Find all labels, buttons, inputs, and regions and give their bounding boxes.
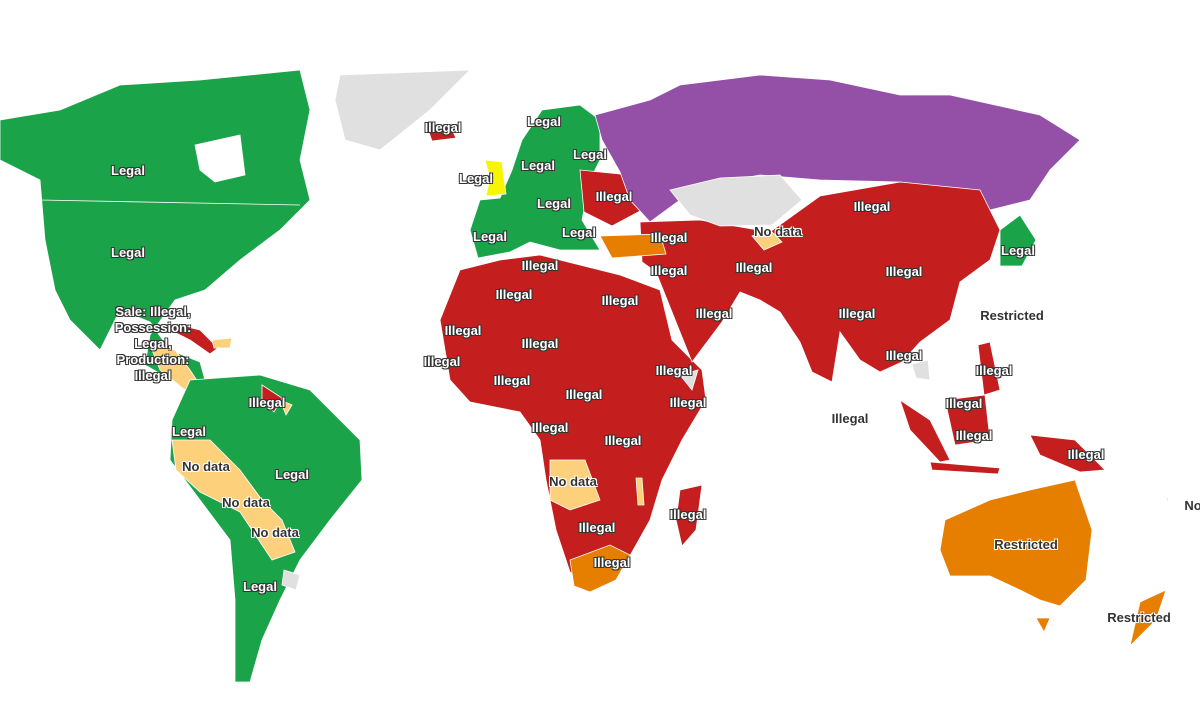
region-label: Sale: Illegal, Possession: Legal, Produc…	[114, 304, 192, 383]
region-label: Illegal	[955, 428, 993, 443]
region-malawi[interactable]	[635, 477, 645, 506]
region-label: Restricted	[980, 308, 1044, 323]
region-europe[interactable]	[469, 104, 601, 259]
region-label: Legal	[172, 424, 206, 439]
region-label: Illegal	[578, 520, 616, 535]
region-label: Illegal	[424, 120, 462, 135]
region-label: Restricted	[1107, 610, 1171, 625]
region-label: Illegal	[521, 258, 559, 273]
region-label: No data	[222, 495, 270, 510]
region-label: Illegal	[521, 336, 559, 351]
region-label: Legal	[537, 196, 571, 211]
region-peru-bolivia[interactable]	[171, 439, 296, 561]
region-label: Illegal	[593, 555, 631, 570]
region-label: Illegal	[565, 387, 603, 402]
region-new-guinea[interactable]	[1029, 434, 1106, 473]
region-asia[interactable]	[639, 181, 1001, 383]
region-label: No data	[754, 224, 802, 239]
region-madagascar[interactable]	[675, 484, 703, 547]
region-label: No data	[251, 525, 299, 540]
region-kyrgyzstan[interactable]	[751, 229, 783, 251]
region-tasmania[interactable]	[1035, 617, 1051, 633]
region-borneo[interactable]	[944, 394, 991, 446]
region-guyana[interactable]	[261, 384, 283, 413]
region-label: Legal	[521, 158, 555, 173]
region-label: Legal	[573, 147, 607, 162]
region-label: Illegal	[604, 433, 642, 448]
hudson-bay	[194, 134, 246, 183]
region-label: No data	[182, 459, 230, 474]
region-label: Restricted	[994, 537, 1058, 552]
region-iceland[interactable]	[427, 124, 457, 142]
region-new-zealand[interactable]	[1129, 589, 1167, 648]
region-label: Illegal	[444, 323, 482, 338]
region-label: No	[1184, 498, 1200, 513]
region-label: Illegal	[595, 189, 633, 204]
region-label: Legal	[111, 163, 145, 178]
region-label: Illegal	[945, 396, 983, 411]
region-label: Illegal	[601, 293, 639, 308]
region-label: Legal	[473, 229, 507, 244]
region-south-africa[interactable]	[569, 544, 631, 593]
region-label: Illegal	[853, 199, 891, 214]
region-suriname[interactable]	[279, 399, 293, 416]
region-label: Illegal	[838, 306, 876, 321]
region-label: Illegal	[831, 411, 869, 426]
region-sumatra[interactable]	[899, 399, 951, 463]
region-label: Illegal	[650, 230, 688, 245]
region-label: Legal	[1001, 243, 1035, 258]
region-java[interactable]	[929, 461, 1001, 475]
region-turkey[interactable]	[599, 233, 667, 259]
region-label: Illegal	[669, 395, 707, 410]
region-uruguay[interactable]	[281, 569, 301, 591]
region-cuba[interactable]	[169, 323, 219, 355]
region-label: Legal	[562, 225, 596, 240]
region-label: Illegal	[735, 260, 773, 275]
region-label: Illegal	[650, 263, 688, 278]
region-label: No data	[549, 474, 597, 489]
region-label: Illegal	[695, 306, 733, 321]
region-label: Illegal	[655, 363, 693, 378]
region-label: Illegal	[975, 363, 1013, 378]
region-kazakhstan[interactable]	[669, 174, 803, 227]
region-label: Illegal	[885, 348, 923, 363]
region-angola[interactable]	[549, 459, 601, 511]
region-uk[interactable]	[484, 159, 507, 197]
region-label: Illegal	[1067, 447, 1105, 462]
region-label: Legal	[111, 245, 145, 260]
region-label: Legal	[243, 579, 277, 594]
region-japan[interactable]	[999, 214, 1037, 267]
region-africa[interactable]	[439, 254, 707, 589]
region-label: Legal	[527, 114, 561, 129]
us-canada-border	[39, 199, 301, 206]
region-label: Illegal	[493, 373, 531, 388]
region-australia[interactable]	[939, 479, 1093, 607]
region-hispaniola[interactable]	[211, 337, 233, 349]
region-philippines[interactable]	[977, 341, 1001, 396]
region-somalia[interactable]	[679, 369, 699, 391]
region-vietnam[interactable]	[911, 359, 931, 381]
region-label: Illegal	[531, 420, 569, 435]
region-label: Legal	[275, 467, 309, 482]
region-label: Legal	[459, 171, 493, 186]
region-label: Illegal	[669, 507, 707, 522]
region-label: Illegal	[423, 354, 461, 369]
region-label: Illegal	[885, 264, 923, 279]
region-label: Illegal	[495, 287, 533, 302]
region-label: Illegal	[248, 395, 286, 410]
region-small-island[interactable]	[1165, 497, 1169, 505]
region-greenland[interactable]	[334, 69, 472, 151]
